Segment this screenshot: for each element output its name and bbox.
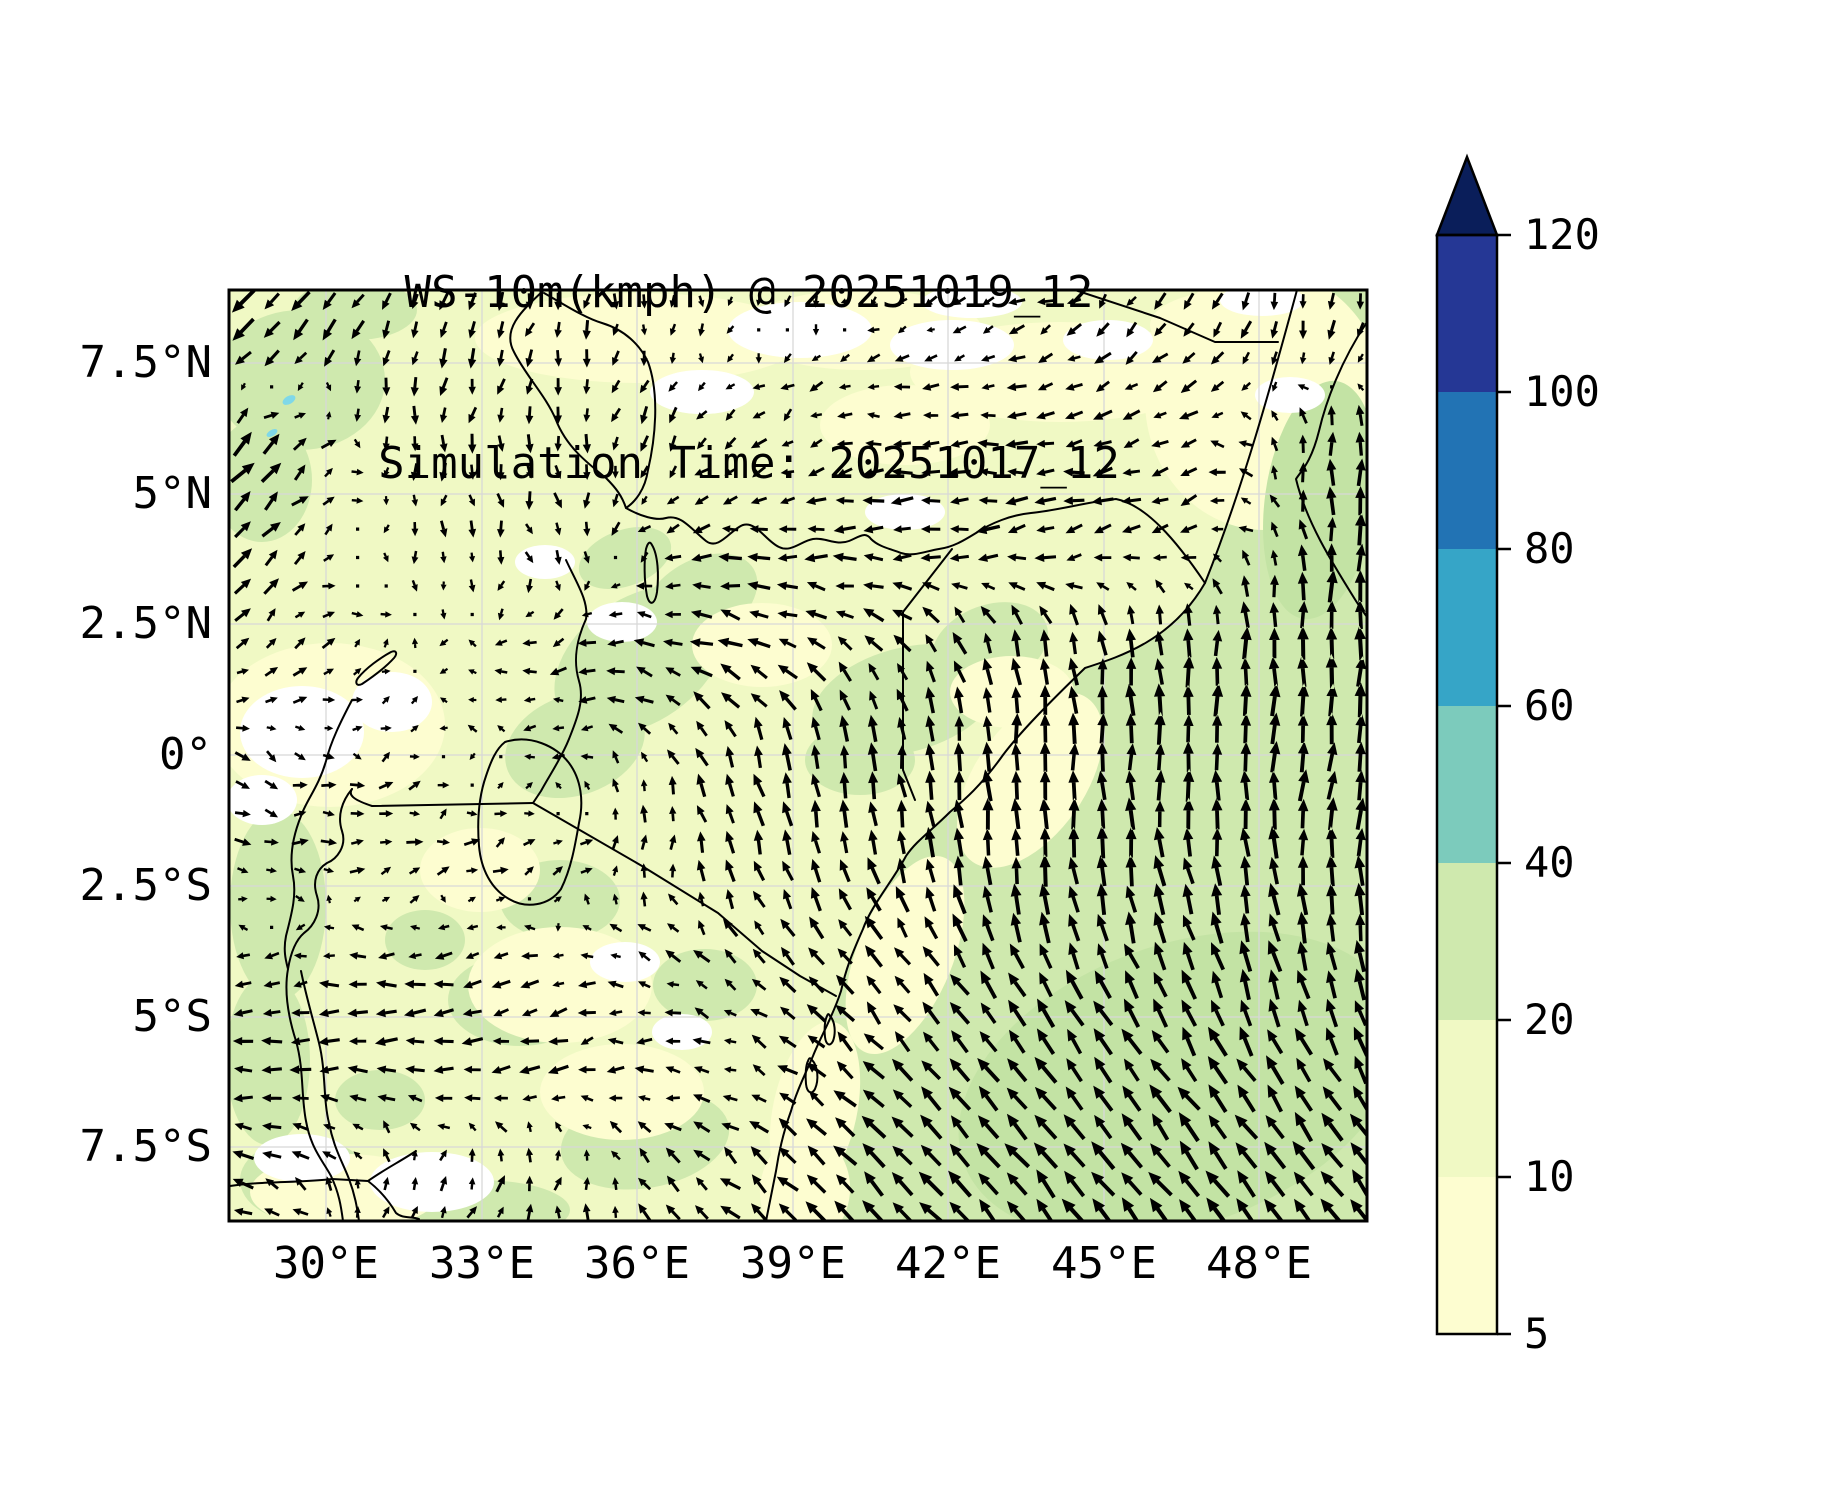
colorbar-segment (1437, 549, 1497, 706)
wind-speed-contour-patch (229, 310, 385, 450)
chart-title-line2: Simulation Time: 20251017_12 (378, 438, 1120, 489)
coastline-border (477, 738, 583, 906)
wind-speed-contour-patch (652, 1014, 712, 1050)
coastline-border (532, 802, 837, 997)
coastline-border (300, 970, 360, 1221)
wind-speed-contour-patch (540, 1044, 704, 1140)
y-tick-label: 2.5°N (79, 598, 212, 649)
wind-speed-contour-patch (865, 494, 945, 530)
wind-speed-contour-patch (650, 370, 754, 414)
coastline-border (543, 292, 657, 509)
colorbar-segment (1437, 863, 1497, 1020)
coastline-border (902, 548, 953, 801)
wind-speed-contour-patch (653, 949, 757, 1021)
map-frame (227, 288, 1369, 1223)
colorbar-tick-label: 80 (1524, 524, 1575, 573)
x-tick-label: 30°E (273, 1238, 379, 1289)
coastline-border (509, 290, 1206, 584)
coastline-border (287, 788, 353, 970)
wind-speed-contour-patch (505, 691, 645, 799)
coastline-border (823, 1013, 836, 1046)
y-tick-label: 5°N (132, 468, 212, 519)
wind-speed-contour-patch (370, 1152, 494, 1212)
wind-speed-contour-patch (420, 828, 540, 912)
colorbar-tick-label: 60 (1524, 681, 1575, 730)
coastline-border (283, 699, 353, 970)
y-tick-label: 7.5°N (79, 337, 212, 388)
colorbar-tick-label: 20 (1524, 995, 1575, 1044)
wind-speed-contour-patch (590, 942, 660, 982)
coastline-border (355, 650, 398, 686)
colorbar-tick-marks (1497, 233, 1511, 1336)
wind-speed-contour-patch (759, 1135, 851, 1221)
map-area (229, 290, 1367, 1221)
coastline-border (367, 1150, 417, 1182)
colorbar-tick-label: 100 (1524, 367, 1600, 416)
colorbar-extend-arrow (1435, 153, 1499, 237)
wind-speed-contour-patch (230, 810, 326, 1000)
y-tick-label: 2.5°S (79, 860, 212, 911)
x-tick-label: 36°E (584, 1238, 690, 1289)
wind-speed-contour-patch (229, 975, 310, 1145)
wind-speed-contour-patch (1255, 377, 1325, 413)
x-tick-label: 39°E (740, 1238, 846, 1289)
x-tick-label: 42°E (895, 1238, 1001, 1289)
wind-speed-contour-patch (890, 320, 1014, 370)
x-tick-label: 45°E (1051, 1238, 1157, 1289)
chart-title-line1: WS-10m(kmph) @ 20251019_12 (404, 267, 1094, 318)
wind-speed-contour-patch (266, 429, 278, 437)
coastline-border (643, 541, 659, 604)
wind-speed-contour-patch (922, 290, 1022, 318)
wind-speed-contour-patch (1263, 380, 1367, 620)
y-tick-label: 0° (159, 729, 212, 780)
coastline-border (285, 968, 344, 1221)
wind-speed-contour-patch (515, 545, 575, 579)
chart-title: WS-10m(kmph) @ 20251019_12 Simulation Ti… (378, 150, 1120, 606)
colorbar-segment (1437, 706, 1497, 863)
colorbar-segment (1437, 235, 1497, 392)
colorbar-outline (1435, 233, 1499, 1336)
wind-speed-contour-patch (728, 302, 872, 358)
colorbar-tick-label: 40 (1524, 838, 1575, 887)
coastline-border (532, 559, 588, 804)
wind-speed-contour-patch (1220, 290, 1304, 316)
wind-speed-contour-patch (335, 1070, 425, 1130)
wind-speed-contour-patch (282, 395, 296, 405)
coastline-border (229, 1178, 420, 1220)
wind-speed-contour-patch (805, 725, 915, 795)
wind-speed-contour-patch (229, 418, 312, 542)
colorbar-tick-label: 120 (1524, 210, 1600, 259)
y-tick-label: 5°S (132, 991, 212, 1042)
colorbar-segment (1437, 1020, 1497, 1177)
colorbar (1435, 153, 1511, 1336)
colorbar-segment (1437, 1177, 1497, 1334)
wind-speed-contour-patch (385, 910, 465, 970)
x-tick-label: 48°E (1206, 1238, 1312, 1289)
colorbar-tick-label: 5 (1524, 1309, 1550, 1358)
wind-speed-contour-patch (352, 672, 432, 732)
wind-speed-contour-patch (957, 692, 1103, 868)
wind-speed-contour-patch (587, 602, 657, 642)
wind-speed-contour-patch (845, 855, 965, 1055)
coastline-border (804, 1057, 819, 1094)
colorbar-tick-label: 10 (1524, 1152, 1575, 1201)
y-tick-label: 7.5°S (79, 1121, 212, 1172)
colorbar-segment (1437, 392, 1497, 549)
x-tick-label: 33°E (429, 1238, 535, 1289)
